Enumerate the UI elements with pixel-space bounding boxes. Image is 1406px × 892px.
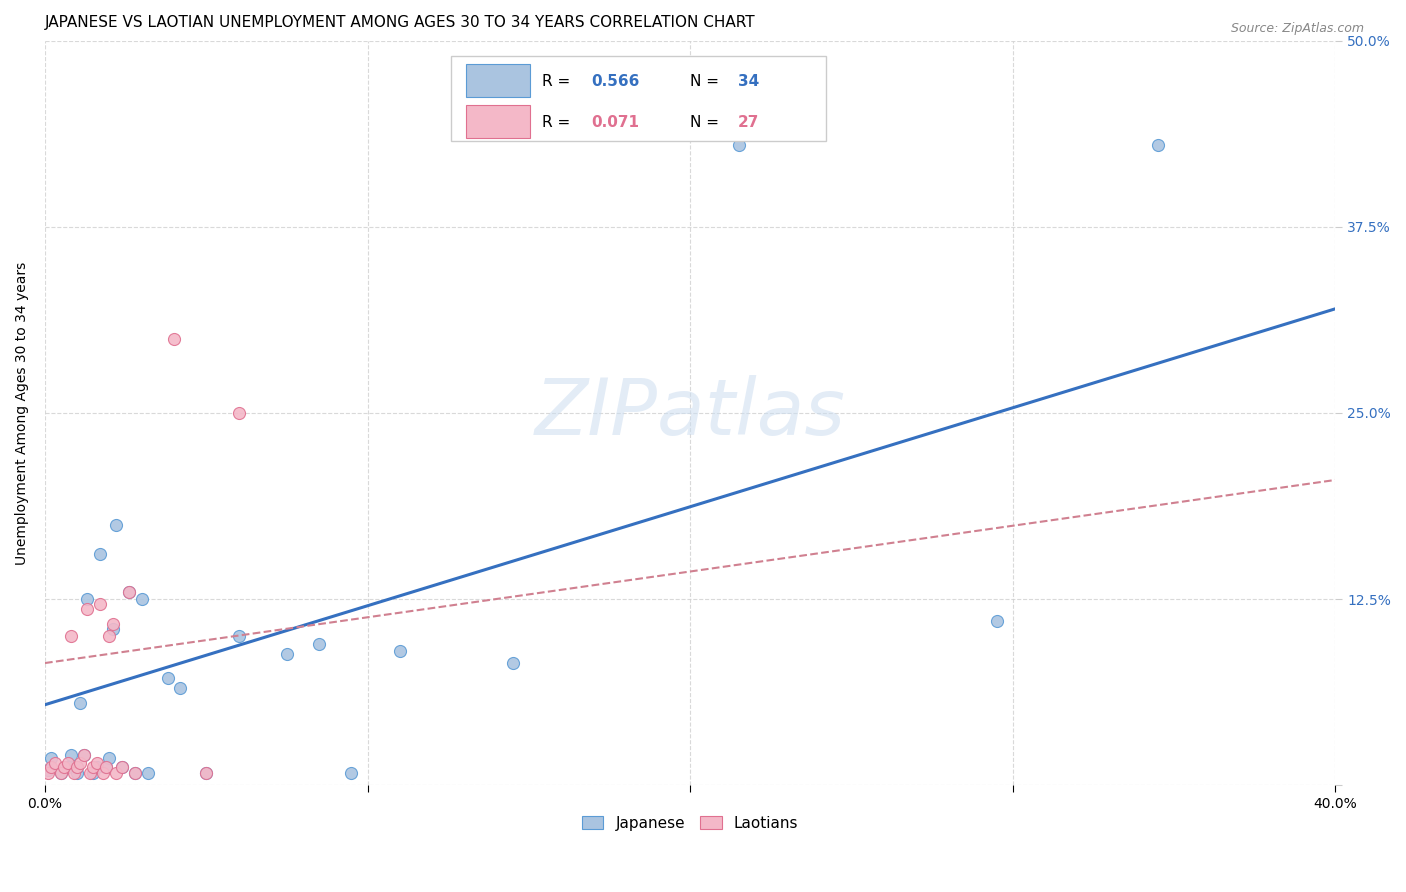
FancyBboxPatch shape [465, 64, 530, 97]
Point [73, 748, 96, 763]
Point [169, 681, 191, 696]
Point [502, 656, 524, 670]
Point [41, 751, 63, 765]
Point [101, 622, 124, 636]
Point [91, 766, 114, 780]
Point [66, 766, 89, 780]
Point [104, 517, 127, 532]
Text: JAPANESE VS LAOTIAN UNEMPLOYMENT AMONG AGES 30 TO 34 YEARS CORRELATION CHART: JAPANESE VS LAOTIAN UNEMPLOYMENT AMONG A… [45, 15, 755, 30]
Point [111, 760, 134, 774]
Point [49, 766, 72, 780]
Point [73, 748, 96, 763]
Y-axis label: Unemployment Among Ages 30 to 34 years: Unemployment Among Ages 30 to 34 years [15, 261, 30, 565]
Point [37, 766, 59, 780]
Point [163, 332, 186, 346]
Text: Source: ZipAtlas.com: Source: ZipAtlas.com [1230, 22, 1364, 36]
Point [98, 629, 121, 643]
Point [89, 548, 111, 562]
Point [111, 760, 134, 774]
Text: 34: 34 [738, 74, 759, 89]
Point [308, 637, 330, 651]
Point [49, 766, 72, 780]
FancyBboxPatch shape [451, 56, 825, 141]
Point [44, 756, 66, 770]
Text: 27: 27 [738, 115, 759, 130]
Point [195, 766, 218, 780]
Point [1147, 138, 1170, 153]
Point [727, 138, 749, 153]
Point [124, 766, 146, 780]
Point [86, 760, 108, 774]
Point [228, 629, 250, 643]
Point [56, 756, 79, 770]
Point [89, 597, 111, 611]
Point [56, 760, 79, 774]
Point [136, 766, 159, 780]
Point [86, 756, 108, 770]
Text: R =: R = [541, 74, 575, 89]
Text: R =: R = [541, 115, 575, 130]
Text: N =: N = [690, 74, 724, 89]
Point [59, 748, 82, 763]
Point [79, 766, 101, 780]
Point [37, 763, 59, 777]
Point [340, 766, 363, 780]
Point [118, 584, 141, 599]
Point [156, 671, 179, 685]
Point [96, 760, 118, 774]
Point [98, 751, 121, 765]
Text: 0.566: 0.566 [591, 74, 640, 89]
Point [96, 760, 118, 774]
Point [41, 760, 63, 774]
Point [986, 615, 1008, 629]
Point [66, 760, 89, 774]
Legend: Japanese, Laotians: Japanese, Laotians [575, 810, 804, 837]
Text: ZIPatlas: ZIPatlas [534, 375, 845, 451]
Point [69, 756, 91, 770]
Point [101, 617, 124, 632]
Point [66, 760, 89, 774]
Point [82, 766, 104, 780]
Point [228, 406, 250, 420]
Point [118, 584, 141, 599]
Point [76, 602, 98, 616]
Point [53, 760, 76, 774]
Text: N =: N = [690, 115, 724, 130]
Text: 0.071: 0.071 [591, 115, 638, 130]
Point [69, 696, 91, 710]
Point [124, 766, 146, 780]
Point [195, 766, 218, 780]
FancyBboxPatch shape [465, 105, 530, 138]
Point [104, 766, 127, 780]
Point [59, 629, 82, 643]
Point [63, 766, 86, 780]
Point [131, 592, 153, 607]
Point [276, 647, 298, 661]
Point [388, 644, 411, 658]
Point [76, 592, 98, 607]
Point [82, 760, 104, 774]
